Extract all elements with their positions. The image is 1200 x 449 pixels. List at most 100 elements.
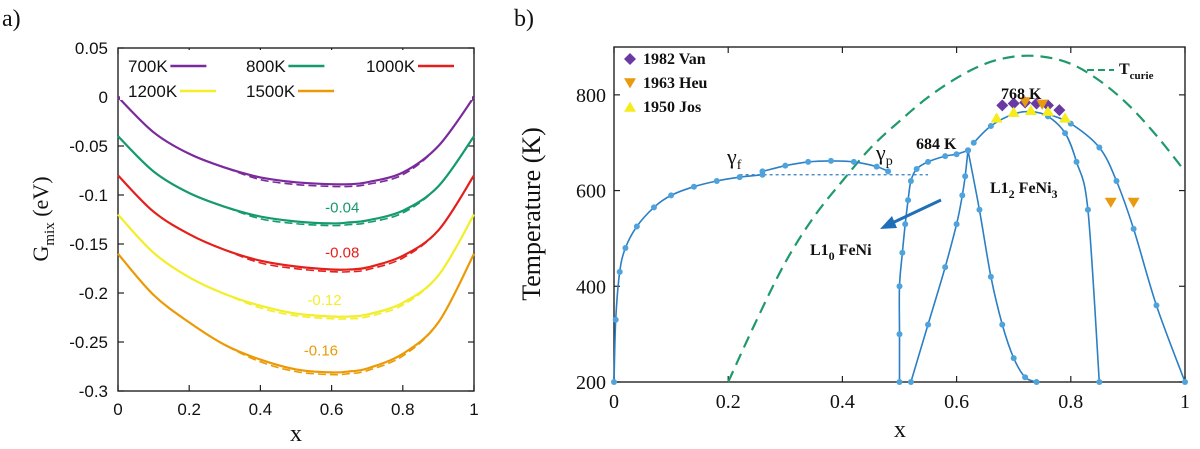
a-xtick-label: 0.8 [391,400,415,419]
chart-a-offset-labels: -0.04 -0.08 -0.12 -0.16 [304,200,360,360]
b-boundary-point [896,379,903,385]
a-series-dashed-700K [117,96,475,188]
b-xtick-label: 0.6 [944,391,969,413]
b-boundary-point [962,173,969,180]
chart-a-ylabel: Gmix (eV) [28,176,58,261]
chart-a-ticks: 0 0.2 0.4 0.6 0.8 1 0.05 0 -0.05 -0.1 -0.15 -0.2 -0.… [69,39,478,419]
a-ytick-label: -0.1 [79,186,108,205]
b-boundary-point [987,273,994,280]
a-ytick-label: -0.25 [69,333,108,352]
b-boundary-point [1033,379,1040,385]
chart-a-ylabel-sub: mix [42,222,58,246]
anno-l12-sub: 2 [1009,187,1015,201]
b-boundary-point [925,158,932,165]
b-legend-curie-sub: curie [1130,70,1154,82]
a-series-dashed-1500K [117,253,475,376]
chart-b-series [611,108,1188,385]
b-boundary-point [1010,355,1017,362]
b-boundary-point [650,204,657,211]
a-xtick-label: 0.4 [249,400,273,419]
b-boundary-point [925,321,932,328]
b-exp-marker-1982 Van [1007,97,1020,110]
b-legend-label-1963 Heu: 1963 Heu [643,75,708,92]
a-xtick-label: 0.6 [320,400,344,419]
b-boundary-point [959,192,966,199]
b-boundary-point [713,178,720,184]
chart-a: 0 0.2 0.4 0.6 0.8 1 0.05 0 -0.05 -0.1 -0.15 -0.2 -0.… [28,39,479,447]
b-boundary [1047,113,1186,383]
chart-b: 0 0.2 0.4 0.6 0.8 1 200 400 600 800 1982 Van 1963 … [517,46,1190,443]
a-offset-label: -0.08 [325,245,359,262]
b-boundary [973,110,1101,383]
anno-l12-main: L1 [990,180,1009,197]
b-boundary-point [1182,379,1188,385]
b-legend-curie-main: T [1119,61,1130,78]
b-exp-marker-1982 Van [996,99,1009,112]
b-boundary-point [736,174,743,181]
a-ytick-label: -0.2 [79,284,108,303]
b-ytick-label: 800 [576,85,606,107]
b-boundary [762,160,889,173]
a-ytick-label: -0.05 [69,137,108,156]
b-exp-marker-1950 Jos [990,112,1003,123]
b-exp-marker-1950 Jos [1059,112,1072,123]
anno-l10-phase: FeNi [835,242,872,259]
anno-gamma-f-main: γ [726,144,737,169]
anno-gamma-f: γf [726,144,742,173]
b-boundary-point [965,147,972,154]
b-exp-marker-1950 Jos [1041,105,1054,116]
anno-768k: 768 K [1001,86,1042,103]
a-series-line-1200K [117,213,475,318]
b-boundary-point [902,221,909,228]
b-boundary-point [896,331,903,338]
chart-b-legend: 1982 Van 1963 Heu 1950 Jos Tcurie [624,51,1154,116]
a-xtick-label: 1 [469,400,478,419]
b-legend-label-1982 Van: 1982 Van [643,51,706,68]
chart-b-ticks: 0 0.2 0.4 0.6 0.8 1 200 400 600 800 [576,47,1190,413]
a-legend-label-1000K: 1000K [366,57,416,76]
a-offset-label: -0.04 [325,200,359,217]
b-boundary-point [899,249,906,256]
b-boundary-point [633,223,640,230]
b-boundary-point [1073,158,1080,165]
a-legend-label-700K: 700K [128,57,168,76]
chart-a-series [117,96,475,376]
a-legend-label-1200K: 1200K [128,82,178,101]
chart-a-ylabel-main: G [28,246,53,262]
b-xtick-label: 0.2 [716,391,741,413]
b-boundary-point [616,268,623,275]
b-boundary-point [759,168,766,175]
a-offset-label: -0.12 [307,292,341,309]
b-boundary-point [905,197,912,204]
anno-l12: L12 FeNi3 [990,180,1058,201]
a-ytick-label: 0.05 [75,39,108,58]
b-ytick-label: 400 [576,276,606,298]
anno-gamma-p-sub: p [886,154,893,169]
l10-arrow-shaft [889,198,942,226]
l10-arrow-head [880,216,897,229]
chart-b-curie [727,54,1186,383]
b-exp-marker-1963 Heu [1036,99,1049,110]
b-legend-marker-1982 Van [624,53,636,65]
b-exp-marker-1963 Heu [1019,97,1032,108]
panel-a-label: a) [2,6,21,32]
a-series-dashed-800K [117,135,475,227]
chart-a-frame [117,47,475,392]
b-boundary-point [850,158,857,165]
a-legend-label-1500K: 1500K [246,82,296,101]
a-offset-label: -0.16 [304,343,338,360]
b-boundary-point [1113,178,1120,184]
b-boundary-point [668,192,675,199]
a-ytick-label: -0.3 [79,382,108,401]
b-boundary-point [1096,379,1103,385]
anno-l12-phase: FeNi [1015,180,1052,197]
b-exp-marker-1950 Jos [1007,106,1020,117]
b-legend-label-1950 Jos: 1950 Jos [643,99,701,116]
b-xtick-label: 1 [1180,391,1190,413]
b-boundary-point [907,379,914,385]
b-legend-marker-1950 Jos [624,101,636,112]
b-exp-marker-1963 Heu [1127,197,1140,208]
b-exp-marker-1950 Jos [1024,104,1037,115]
b-boundary-point [1130,225,1137,232]
